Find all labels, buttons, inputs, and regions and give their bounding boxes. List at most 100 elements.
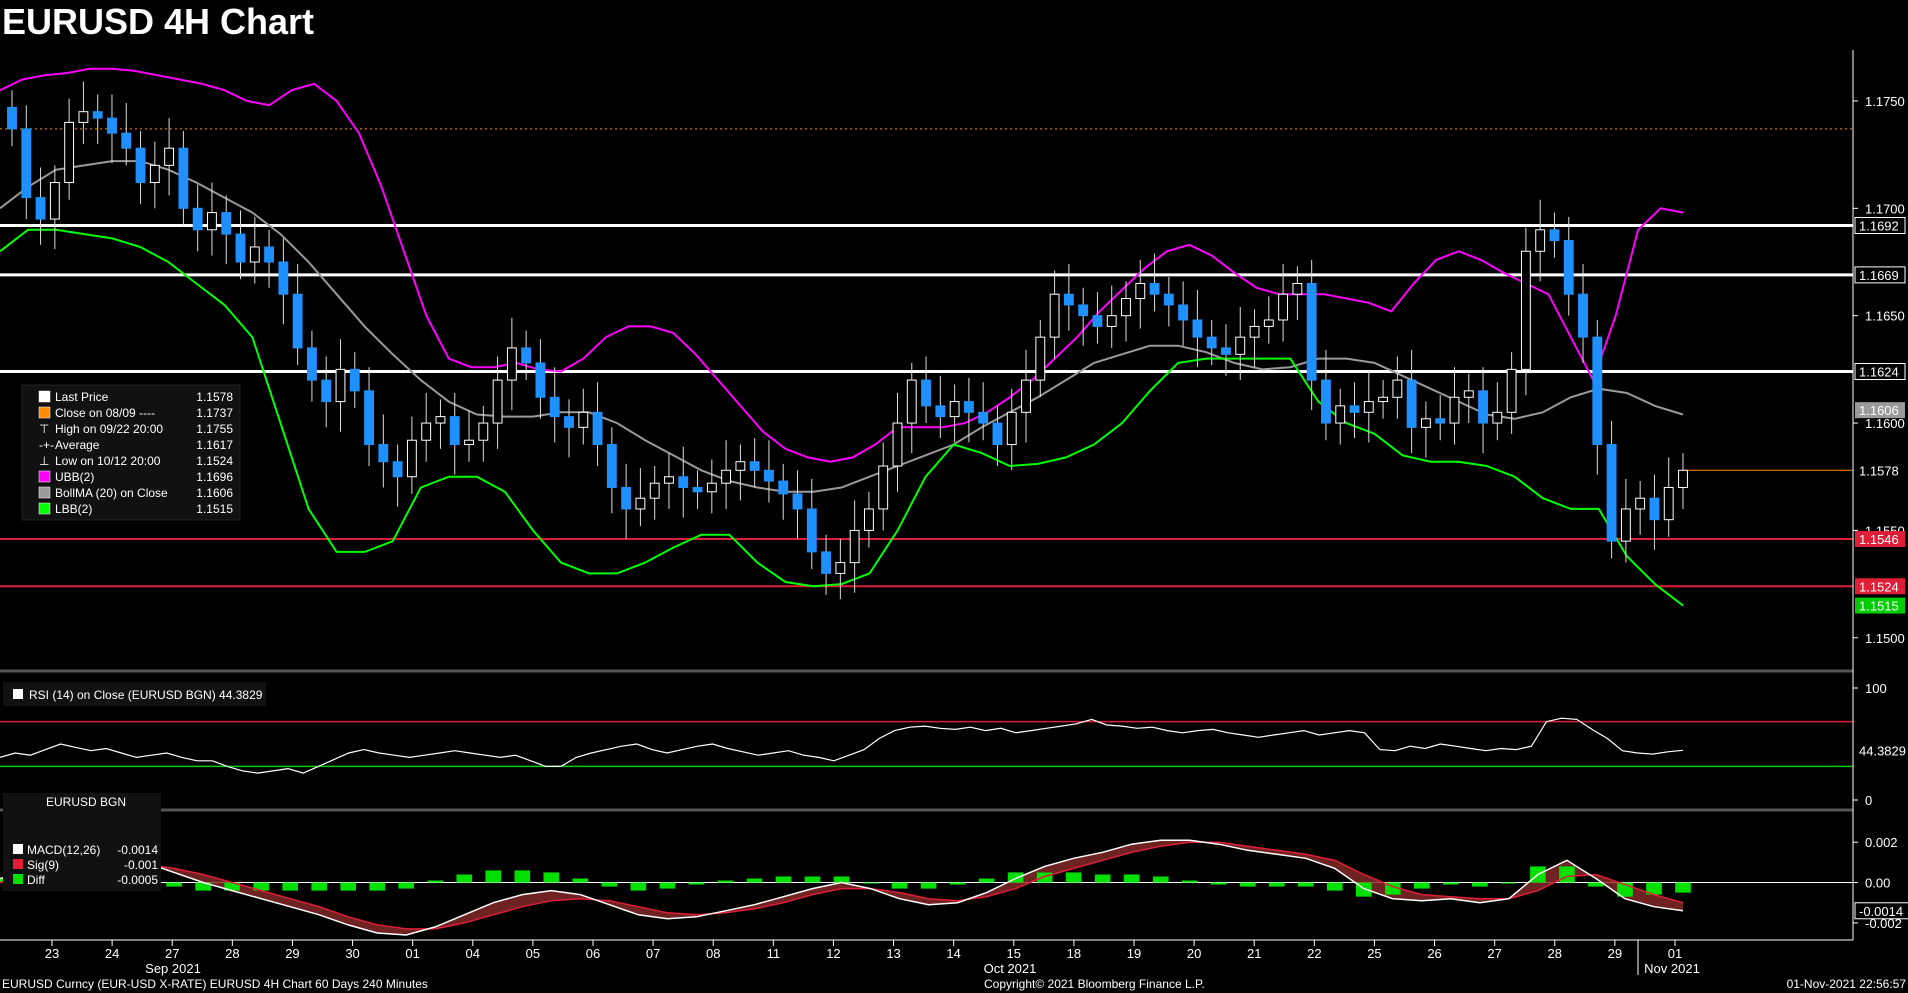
candle-body: [178, 147, 189, 209]
candle-body: [592, 411, 603, 446]
footer-timestamp: 01-Nov-2021 22:56:57: [1787, 977, 1907, 991]
macd-y-tick-label: 0.002: [1865, 835, 1898, 850]
candle-body: [306, 347, 317, 381]
macd-legend-label: MACD(12,26): [27, 843, 100, 857]
candle-body: [1392, 379, 1403, 398]
candle-body: [735, 461, 746, 471]
candle-body: [921, 379, 931, 407]
macd-diff-bar: [1210, 882, 1227, 885]
macd-diff-bar: [1152, 876, 1169, 883]
macd-diff-bar: [775, 876, 792, 883]
candle-body: [1149, 282, 1160, 295]
x-tick-label: 26: [1427, 946, 1441, 961]
candle-body: [264, 246, 275, 263]
panel-frames: [0, 669, 1853, 812]
candle-body: [1178, 304, 1189, 321]
legend-swatch: [38, 502, 51, 515]
macd-diff-bar: [1646, 882, 1662, 895]
candle-body: [1335, 405, 1346, 424]
candle-body: [564, 416, 574, 428]
y-tick-label: 1.1600: [1865, 416, 1905, 431]
macd-line: [0, 839, 1684, 936]
candle-body: [1349, 405, 1360, 413]
price-tag-box: [1855, 402, 1905, 419]
macd-legend: EURUSD BGN MACD(12,26) -0.0014 Sig(9) -0.00…: [3, 793, 161, 891]
candle-body: [521, 347, 532, 364]
candle-body: [392, 461, 403, 478]
bollinger-bands: [0, 67, 1684, 607]
candle-body: [64, 121, 75, 184]
candle-body: [906, 379, 917, 424]
macd-diff-bar: [1559, 866, 1575, 883]
price-tag-box: [1855, 462, 1905, 479]
macd-diff-bar: [891, 882, 908, 889]
legend-swatch: [38, 470, 51, 483]
candle-body: [706, 482, 717, 493]
x-month-label: Sep 2021: [145, 961, 201, 976]
candle-body: [749, 461, 760, 471]
macd-diff-bar: [369, 882, 386, 891]
x-tick-label: 21: [1247, 946, 1261, 961]
candle-body: [635, 497, 646, 510]
candle-body: [863, 508, 874, 531]
macd-diff-bar: [1268, 882, 1285, 887]
candle-body: [478, 422, 489, 441]
x-tick-label: 07: [646, 946, 660, 961]
rsi-panel: 100 0 44.3829: [0, 681, 1908, 808]
candle-body: [406, 439, 417, 478]
candle-body: [935, 405, 946, 418]
macd-diff-bar: [253, 882, 269, 891]
candle-body: [1378, 396, 1389, 403]
candle-body: [849, 529, 860, 564]
candle-body: [1106, 315, 1117, 327]
candle-body: [1449, 396, 1460, 424]
x-tick-label: 11: [767, 946, 781, 961]
support-tag-label: 1.1524: [1859, 579, 1899, 594]
macd-tag-box: [1854, 902, 1908, 920]
candle-body: [21, 128, 32, 199]
legend-label: BollMA (20) on Close: [55, 486, 168, 500]
macd-diff-bar: [978, 878, 995, 883]
macd-diff-bar: [862, 882, 879, 884]
macd-tag-label: -0.0014: [1859, 904, 1903, 919]
candle-body: [806, 508, 817, 553]
legend-label: Average: [55, 438, 100, 452]
resistance-tag-box: [1854, 266, 1906, 284]
candle-body: [292, 293, 303, 349]
macd-diff-bar: [1094, 874, 1111, 883]
legend-swatch: [38, 390, 51, 403]
candle-body: [149, 164, 160, 184]
candle-body: [549, 396, 560, 418]
macd-signal-line: [0, 841, 1684, 930]
candle-body: [135, 147, 146, 184]
macd-diff-bar: [1675, 882, 1691, 893]
macd-diff-bar: [1297, 882, 1314, 887]
x-tick-label: 28: [1548, 946, 1562, 961]
x-tick-label: 04: [466, 946, 480, 961]
candle-body: [878, 465, 889, 510]
candle-body: [107, 117, 117, 134]
macd-legend-header: EURUSD BGN: [46, 795, 126, 809]
candle-body: [1278, 293, 1289, 321]
x-tick-label: 19: [1127, 946, 1141, 961]
candle-body: [1478, 390, 1488, 424]
macd-diff-bar: [224, 882, 240, 891]
legend-value: 1.1737: [196, 406, 233, 420]
macd-diff-bar: [1007, 872, 1024, 883]
candle-body: [1063, 293, 1074, 306]
candle-body: [1035, 336, 1046, 381]
x-tick-label: 29: [1608, 946, 1622, 961]
support-tag-box: [1855, 531, 1905, 548]
price-legend: Last Price 1.1578 Close on 08/09 ---- 1.173…: [21, 384, 241, 521]
candle-body: [378, 444, 389, 463]
candle-body: [1135, 282, 1146, 300]
x-tick-label: 06: [586, 946, 600, 961]
candle-body: [678, 476, 689, 488]
candle-body: [1506, 368, 1517, 413]
candle-body: [821, 551, 832, 574]
candle-body: [721, 469, 732, 484]
x-tick-label: 01: [405, 946, 419, 961]
legend-value: 1.1524: [196, 454, 233, 468]
resistance-tag-label: 1.1624: [1859, 365, 1899, 380]
